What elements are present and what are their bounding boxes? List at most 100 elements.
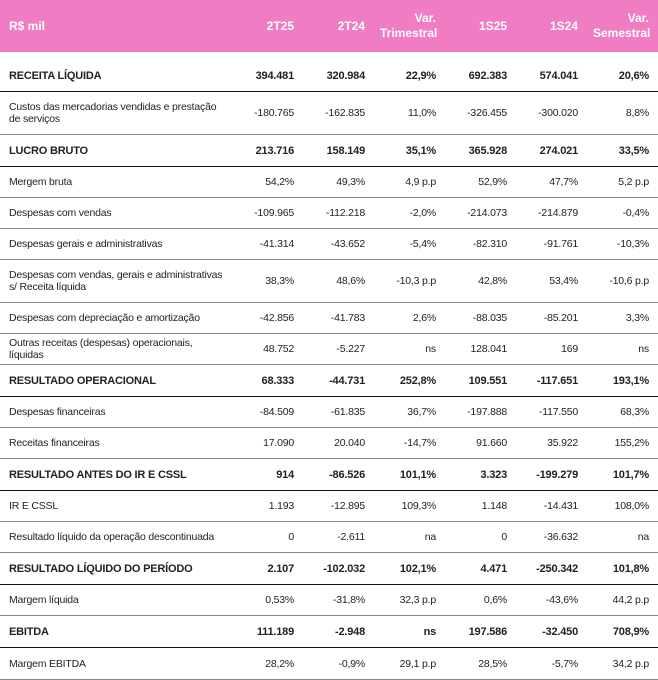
table-row: IR E CSSL 1.193 -12.895 109,3% 1.148 -14.431 1…: [0, 490, 658, 522]
table-row: Margem líquida 0,53% -31,8% 32,3 p.p 0,6% -43…: [0, 584, 658, 616]
row-value: 34,2 p.p: [587, 647, 658, 680]
row-value: 36,7%: [374, 396, 445, 428]
row-value: 365.928: [445, 134, 516, 167]
row-value: -84.509: [232, 396, 303, 428]
row-value: 20,6%: [587, 60, 658, 92]
table-row: Despesas com vendas -109.965 -112.218 -2,0%…: [0, 197, 658, 229]
row-value: -180.765: [232, 91, 303, 135]
table-row: Resultado líquido da operação descontinu…: [0, 521, 658, 553]
row-label: Resultado líquido da operação descontinu…: [0, 521, 232, 553]
row-value: ns: [587, 333, 658, 365]
row-value: 20.040: [303, 427, 374, 459]
row-value: 38,3%: [232, 259, 303, 303]
table-body: RECEITA LÍQUIDA 394.481 320.984 22,9% 692.38…: [0, 52, 658, 680]
header-col-var-trimestral: Var. Trimestral: [374, 0, 445, 52]
row-value: 68.333: [232, 364, 303, 397]
row-value: -10,3%: [587, 228, 658, 260]
table-row: RESULTADO ANTES DO IR E CSSL 914 -86.526 10…: [0, 458, 658, 491]
row-value: 32,3 p.p: [374, 584, 445, 616]
row-value: 108,0%: [587, 490, 658, 522]
row-value: 5,2 p.p: [587, 166, 658, 198]
table-row: EBITDA 111.189 -2.948 ns 197.586 -32.450 708,9…: [0, 615, 658, 648]
row-label: Despesas com vendas: [0, 197, 232, 229]
row-value: 692.383: [445, 60, 516, 92]
row-value: -82.310: [445, 228, 516, 260]
row-value: -61.835: [303, 396, 374, 428]
row-value: 1.193: [232, 490, 303, 522]
row-value: 101,1%: [374, 458, 445, 491]
row-value: -250.342: [516, 552, 587, 585]
row-value: -2.948: [303, 615, 374, 648]
row-value: -31,8%: [303, 584, 374, 616]
row-value: 8,8%: [587, 91, 658, 135]
table-row: RESULTADO LÍQUIDO DO PERÍODO 2.107 -102.03…: [0, 552, 658, 585]
row-label: Despesas com vendas, gerais e administra…: [0, 259, 232, 303]
row-label: RESULTADO LÍQUIDO DO PERÍODO: [0, 552, 232, 585]
row-value: -5,7%: [516, 647, 587, 680]
row-value: -5.227: [303, 333, 374, 365]
row-value: -117.550: [516, 396, 587, 428]
row-value: na: [374, 521, 445, 553]
row-label: RESULTADO OPERACIONAL: [0, 364, 232, 397]
row-value: ns: [374, 615, 445, 648]
row-value: 29,1 p.p: [374, 647, 445, 680]
row-value: 2,6%: [374, 302, 445, 334]
row-value: -214.879: [516, 197, 587, 229]
table-row: Despesas com depreciação e amortização -4…: [0, 302, 658, 334]
row-value: -109.965: [232, 197, 303, 229]
row-value: -14.431: [516, 490, 587, 522]
row-value: 42,8%: [445, 259, 516, 303]
row-value: 101,7%: [587, 458, 658, 491]
row-value: -36.632: [516, 521, 587, 553]
row-value: 0,53%: [232, 584, 303, 616]
row-label: EBITDA: [0, 615, 232, 648]
row-value: -214.073: [445, 197, 516, 229]
row-value: 35.922: [516, 427, 587, 459]
row-value: 708,9%: [587, 615, 658, 648]
table-row: Despesas financeiras -84.509 -61.835 36,7% -…: [0, 396, 658, 428]
row-value: 109.551: [445, 364, 516, 397]
row-value: 0: [445, 521, 516, 553]
row-value: 574.041: [516, 60, 587, 92]
row-value: 28,5%: [445, 647, 516, 680]
row-value: -43,6%: [516, 584, 587, 616]
row-value: -88.035: [445, 302, 516, 334]
row-value: na: [587, 521, 658, 553]
row-value: -0,4%: [587, 197, 658, 229]
row-value: 35,1%: [374, 134, 445, 167]
table-row: Margem EBITDA 28,2% -0,9% 29,1 p.p 28,5% -5,7…: [0, 647, 658, 680]
row-value: -5,4%: [374, 228, 445, 260]
row-value: -42.856: [232, 302, 303, 334]
header-label: R$ mil: [0, 0, 232, 52]
row-label: Margem líquida: [0, 584, 232, 616]
table-row: Custos das mercadorias vendidas e presta…: [0, 91, 658, 135]
row-value: 4.471: [445, 552, 516, 585]
row-value: 11,0%: [374, 91, 445, 135]
row-label: LUCRO BRUTO: [0, 134, 232, 167]
header-col-2t25: 2T25: [232, 0, 303, 52]
row-value: 109,3%: [374, 490, 445, 522]
row-value: 52,9%: [445, 166, 516, 198]
row-value: 48,6%: [303, 259, 374, 303]
row-value: 252,8%: [374, 364, 445, 397]
row-value: -102.032: [303, 552, 374, 585]
row-value: -0,9%: [303, 647, 374, 680]
row-label: Outras receitas (despesas) operacionais,…: [0, 333, 232, 365]
row-value: -10,6 p.p: [587, 259, 658, 303]
row-value: -112.218: [303, 197, 374, 229]
row-value: 169: [516, 333, 587, 365]
row-value: -91.761: [516, 228, 587, 260]
row-value: 158.149: [303, 134, 374, 167]
row-value: 155,2%: [587, 427, 658, 459]
row-label: IR E CSSL: [0, 490, 232, 522]
table-header: R$ mil 2T25 2T24 Var. Trimestral 1S25 1S2…: [0, 0, 658, 52]
row-value: 3.323: [445, 458, 516, 491]
table-row: Despesas com vendas, gerais e administra…: [0, 259, 658, 303]
header-col-var-semestral: Var. Semestral: [587, 0, 658, 52]
row-label: RECEITA LÍQUIDA: [0, 60, 232, 92]
row-value: 0: [232, 521, 303, 553]
row-value: -43.652: [303, 228, 374, 260]
row-value: 22,9%: [374, 60, 445, 92]
row-value: -197.888: [445, 396, 516, 428]
